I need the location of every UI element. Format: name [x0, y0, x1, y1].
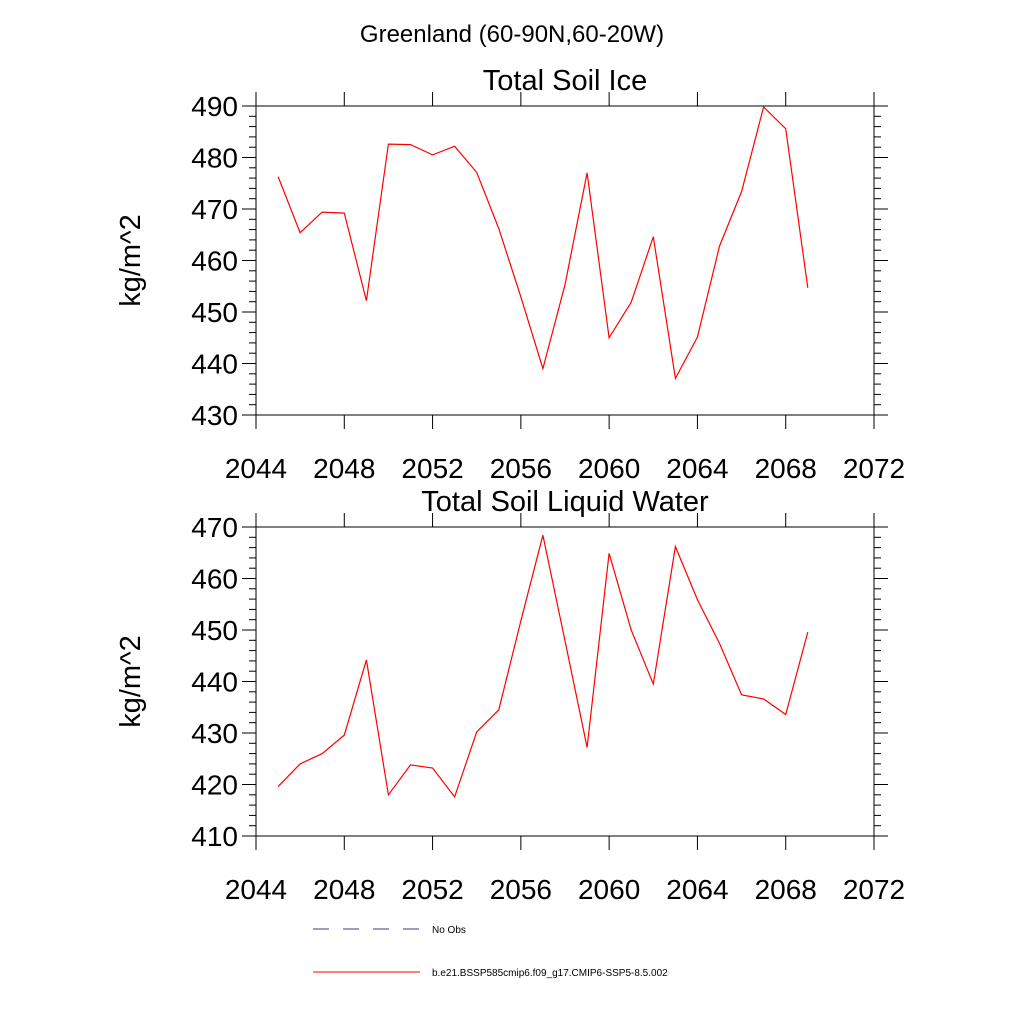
- x-tick-label: 2048: [313, 874, 375, 905]
- x-tick-label: 2064: [666, 453, 728, 484]
- series-line-1: [277, 535, 809, 799]
- plot-frame: [255, 105, 875, 416]
- x-tick-label: 2068: [755, 453, 817, 484]
- x-tick-label: 2044: [225, 874, 287, 905]
- y-axis-label: kg/m^2: [115, 214, 147, 307]
- y-tick-label: 430: [191, 400, 238, 431]
- x-tick-label: 2060: [578, 453, 640, 484]
- chart-panel-2: Total Soil Liquid Water 410 420 430 440 450 46…: [115, 486, 905, 905]
- x-tick-label: 2072: [843, 874, 905, 905]
- y-tick-label: 430: [191, 718, 238, 749]
- y-axis-label: kg/m^2: [115, 635, 147, 728]
- x-tick-label: 2072: [843, 453, 905, 484]
- y-tick-label: 450: [191, 615, 238, 646]
- y-tick-label: 450: [191, 297, 238, 328]
- legend-label: b.e21.BSSP585cmip6.f09_g17.CMIP6-SSP5-8.…: [432, 968, 668, 979]
- y-tick-label: 470: [191, 512, 238, 543]
- chart-panels: Total Soil Ice 430 440 450 460 470 480 490 2044 2…: [115, 65, 905, 905]
- x-tick-label: 2068: [755, 874, 817, 905]
- x-tick-label: 2064: [666, 874, 728, 905]
- series-line-1: [277, 105, 809, 381]
- y-tick-label: 490: [191, 91, 238, 122]
- y-tick-label: 420: [191, 770, 238, 801]
- plot-frame: [255, 526, 875, 837]
- chart-panel-1: Total Soil Ice 430 440 450 460 470 480 490 2044 2…: [115, 65, 905, 484]
- y-tick-label: 440: [191, 667, 238, 698]
- x-tick-label: 2056: [490, 874, 552, 905]
- y-tick-label: 440: [191, 349, 238, 380]
- y-tick-label: 480: [191, 143, 238, 174]
- legend-label: No Obs: [432, 925, 466, 936]
- x-tick-label: 2056: [490, 453, 552, 484]
- x-tick-label: 2044: [225, 453, 287, 484]
- x-tick-label: 2052: [401, 453, 463, 484]
- legend: No Obs b.e21.BSSP585cmip6.f09_g17.CMIP6-S…: [313, 925, 668, 979]
- x-tick-label: 2052: [401, 874, 463, 905]
- y-tick-label: 470: [191, 194, 238, 225]
- x-tick-label: 2048: [313, 453, 375, 484]
- y-tick-label: 410: [191, 821, 238, 852]
- figure-title: Greenland (60-90N,60-20W): [360, 21, 664, 48]
- x-tick-label: 2060: [578, 874, 640, 905]
- y-tick-label: 460: [191, 246, 238, 277]
- y-tick-label: 460: [191, 564, 238, 595]
- chart-title: Total Soil Liquid Water: [421, 486, 709, 518]
- chart-title: Total Soil Ice: [483, 65, 647, 97]
